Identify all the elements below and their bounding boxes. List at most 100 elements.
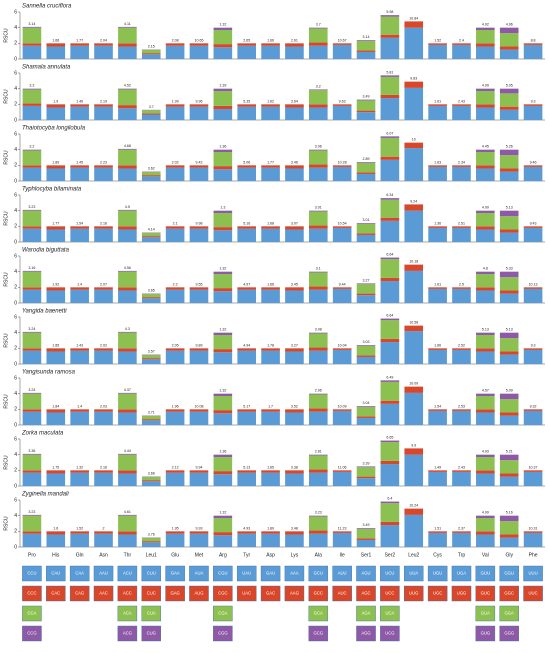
bar-annotation: 9.55 — [195, 282, 202, 286]
bar-annotation: 3.49 — [363, 523, 370, 527]
codon-label: UAC — [242, 591, 251, 596]
bar-annotation: 4.8 — [483, 267, 488, 271]
codon-label: GAU — [266, 571, 275, 576]
bar-segment — [476, 165, 495, 169]
bar-segment — [356, 162, 376, 163]
bar-annotation: 3.1 — [316, 267, 321, 271]
bar-annotation: 9.98 — [195, 221, 202, 225]
bar-segment — [452, 348, 471, 350]
bar-annotation: 1.36 — [219, 450, 226, 454]
bar-segment — [476, 518, 495, 532]
codon-box — [165, 585, 185, 602]
bar-segment — [380, 15, 400, 17]
bar-segment — [22, 271, 42, 288]
bar-segment — [22, 27, 42, 44]
bar-annotation: 3.01 — [315, 206, 322, 210]
y-tick-label: 0 — [14, 361, 17, 367]
bar-annotation: 2.15 — [148, 45, 155, 49]
bar-annotation: 2.5 — [459, 282, 464, 286]
bar-segment — [476, 149, 495, 153]
codon-box — [499, 585, 519, 602]
bar-segment — [380, 34, 400, 38]
bar-segment — [476, 396, 495, 410]
bar-segment — [428, 531, 447, 533]
bar-segment — [118, 108, 137, 120]
bar-segment — [380, 98, 400, 120]
bar-segment — [523, 349, 543, 364]
bar-segment — [213, 474, 233, 486]
bar-segment — [476, 351, 495, 364]
bar-segment — [213, 27, 233, 31]
bar-segment — [476, 412, 495, 425]
bar-segment — [213, 393, 233, 397]
codon-box — [308, 585, 329, 602]
codon-box — [260, 565, 281, 582]
bar-segment — [308, 350, 328, 364]
bar-segment — [189, 45, 209, 59]
codon-label: GGC — [504, 591, 514, 596]
bar-segment — [499, 354, 519, 364]
codon-box — [22, 605, 42, 622]
y-tick-label: 2 — [14, 346, 17, 352]
bar-segment — [141, 358, 161, 360]
codon-label: UCC — [385, 591, 394, 596]
bar-segment — [46, 470, 66, 474]
bar-segment — [189, 43, 209, 46]
bar-segment — [22, 150, 42, 166]
bar-annotation: 3.62 — [148, 167, 155, 171]
bar-segment — [499, 149, 519, 156]
y-tick-label: 0 — [14, 117, 17, 123]
bar-segment — [356, 112, 376, 120]
codon-box — [93, 565, 114, 582]
bar-segment — [356, 162, 376, 173]
bar-annotation: 1.84 — [52, 404, 59, 408]
codon-box — [236, 565, 257, 582]
bar-annotation: 10.04 — [338, 343, 347, 347]
y-tick-label: 6 — [14, 314, 17, 320]
bar-segment — [165, 167, 185, 181]
bar-segment — [308, 210, 328, 212]
y-tick-label: 0 — [14, 178, 17, 184]
bar-segment — [428, 287, 447, 289]
bar-segment — [118, 88, 137, 90]
bar-segment — [476, 226, 495, 230]
bar-annotation: 4.57 — [482, 389, 489, 393]
bar-annotation: 1.45 — [76, 160, 83, 164]
bar-segment — [380, 380, 400, 382]
bar-segment — [308, 90, 328, 105]
x-tick-label: Ile — [340, 552, 346, 558]
bar-segment — [356, 538, 376, 540]
bar-segment — [476, 168, 495, 181]
bar-annotation: 3.71 — [148, 411, 155, 415]
bar-segment — [404, 508, 424, 515]
codon-label: CGA — [218, 611, 227, 616]
x-tick-label: Ser1 — [361, 552, 372, 558]
bar-annotation: 1.66 — [267, 38, 274, 42]
bar-annotation: 6.64 — [386, 314, 393, 318]
bar-segment — [285, 43, 304, 47]
bar-annotation: 3.64 — [291, 99, 298, 103]
codon-label: CUC — [147, 591, 156, 596]
bar-segment — [46, 531, 66, 535]
bar-segment — [476, 515, 495, 519]
bar-annotation: 1.66 — [52, 38, 59, 42]
bar-segment — [22, 531, 42, 534]
y-tick-label: 0 — [14, 483, 17, 489]
bar-segment — [332, 105, 352, 120]
bar-segment — [94, 289, 113, 303]
bar-segment — [118, 148, 137, 150]
bar-segment — [213, 271, 233, 275]
bar-segment — [141, 176, 161, 181]
bar-segment — [237, 531, 257, 534]
bar-annotation: 2.51 — [458, 221, 465, 225]
bar-annotation: 4.93 — [482, 450, 489, 454]
bar-annotation: 4.99 — [482, 84, 489, 88]
codon-label: GAG — [170, 591, 179, 596]
bar-segment — [380, 403, 400, 425]
bar-annotation: 2.34 — [458, 160, 465, 164]
y-axis-label: RSCU — [3, 516, 9, 531]
bar-segment — [70, 348, 89, 351]
bar-annotation: 6.07 — [386, 131, 393, 135]
bar-segment — [70, 409, 89, 412]
y-axis-label: RSCU — [3, 455, 9, 470]
